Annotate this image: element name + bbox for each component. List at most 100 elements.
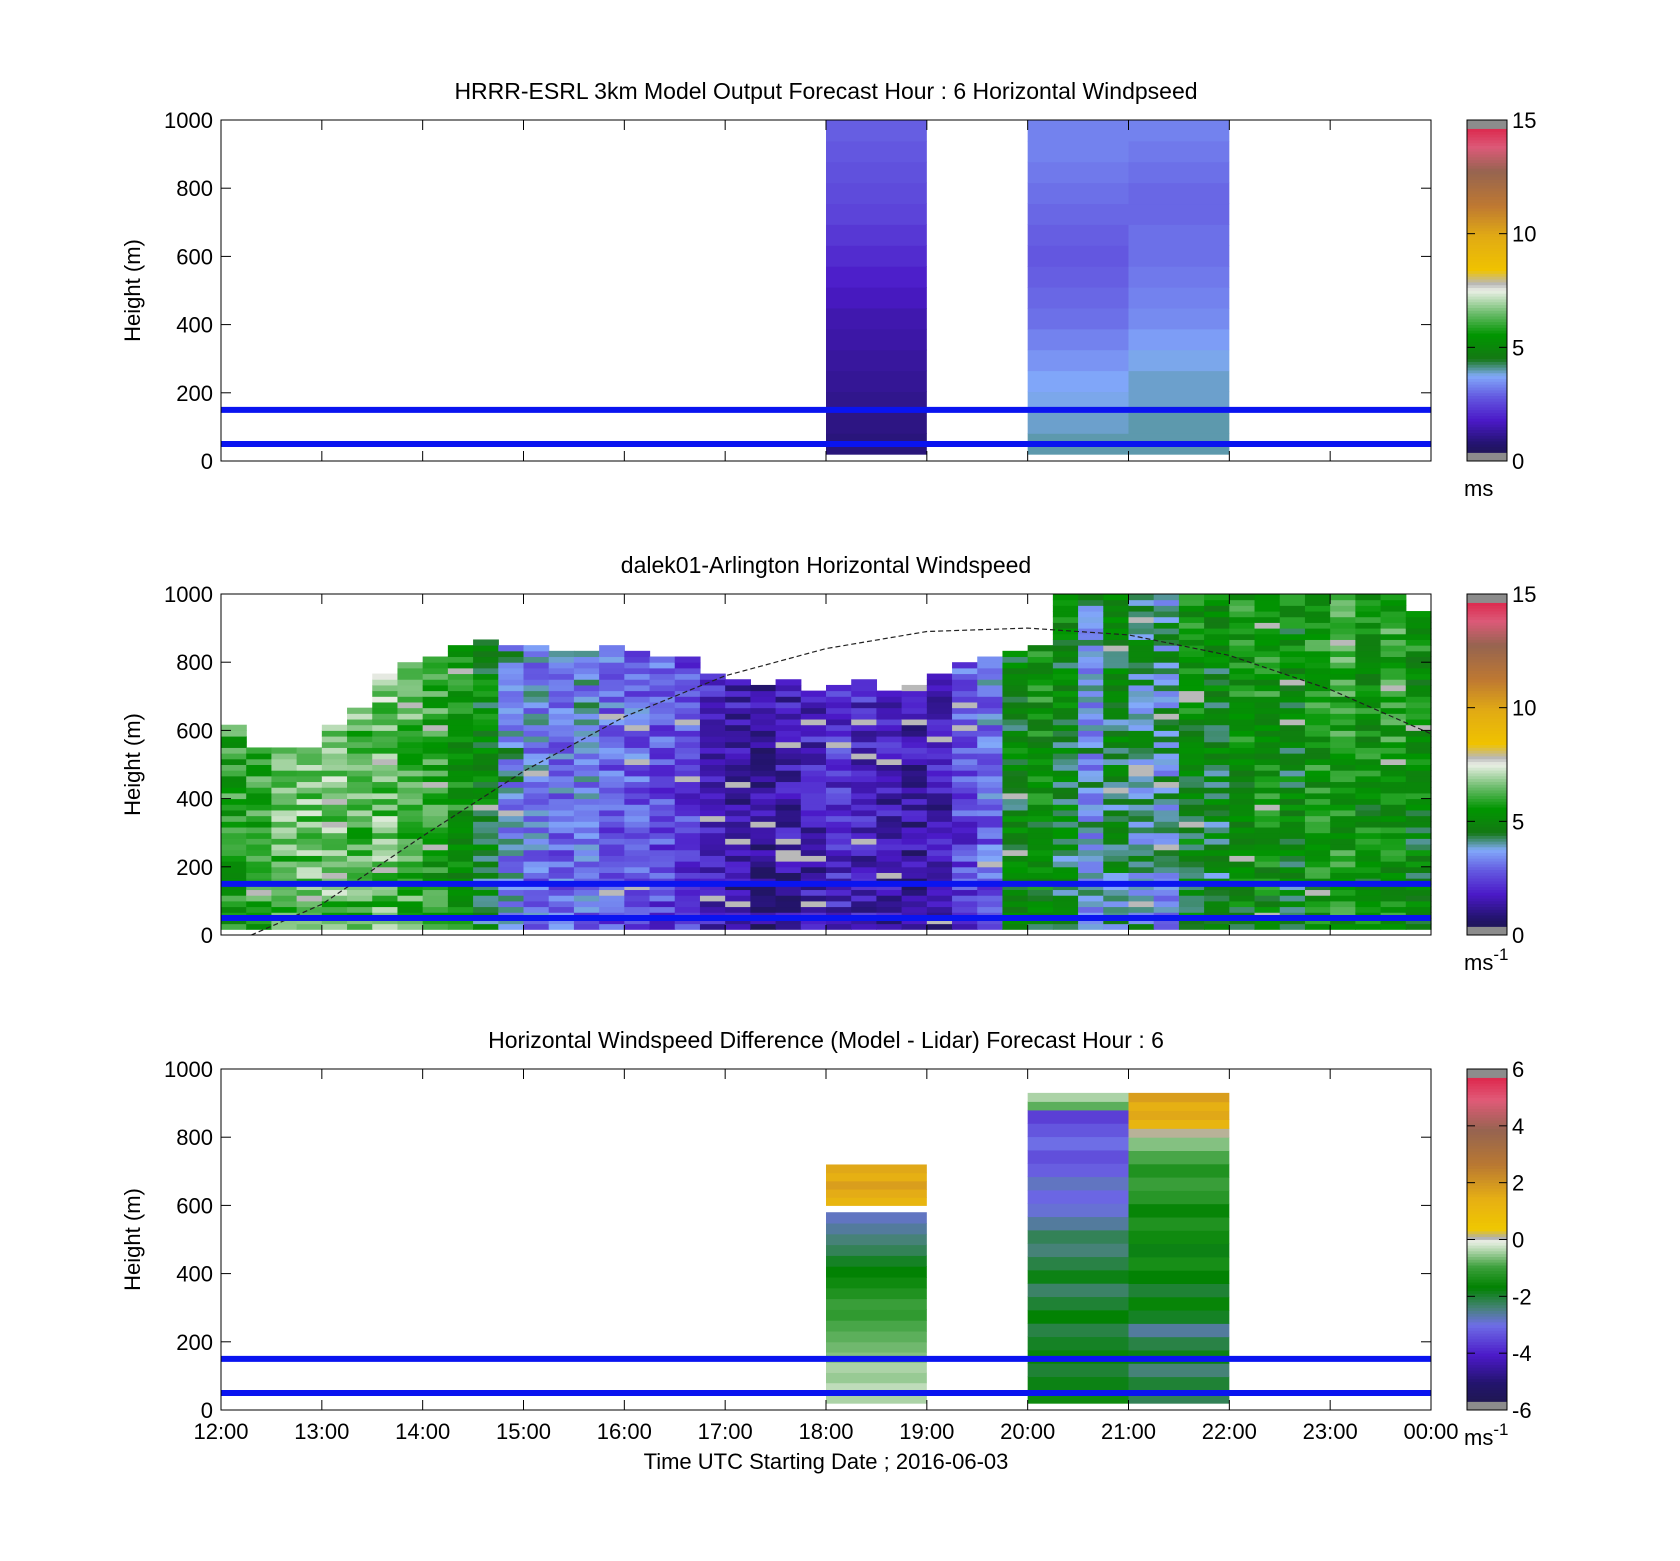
heatmap-cell: [750, 900, 777, 908]
heatmap-cell: [1304, 673, 1331, 680]
heatmap-cell: [1204, 866, 1230, 873]
heatmap-cell: [1204, 753, 1230, 760]
colorbar-swatch: [1467, 364, 1507, 368]
heatmap-cell: [1128, 792, 1155, 800]
heatmap-cell: [498, 690, 525, 697]
heatmap-cell: [1128, 1310, 1230, 1324]
heatmap-cell: [548, 741, 575, 748]
heatmap-cell: [901, 809, 928, 817]
heatmap-cell: [851, 724, 878, 731]
heatmap-cell: [246, 855, 273, 862]
heatmap-cell: [977, 883, 1004, 891]
heatmap-cell: [498, 684, 525, 692]
heatmap-cell: [624, 792, 651, 800]
heatmap-cell: [422, 861, 449, 868]
heatmap-cell: [347, 889, 373, 896]
heatmap-cell: [1128, 736, 1155, 743]
colorbar-swatch: [1467, 1387, 1507, 1391]
heatmap-cell: [1178, 798, 1205, 805]
heatmap-cell: [523, 747, 550, 754]
heatmap-cell: [1380, 872, 1407, 879]
heatmap-cell: [397, 770, 424, 777]
heatmap-cell: [926, 787, 953, 794]
heatmap-cell: [1330, 730, 1356, 737]
colorbar-swatch: [1467, 1228, 1507, 1232]
heatmap-cell: [1128, 815, 1155, 822]
heatmap-cell: [246, 917, 273, 925]
heatmap-cell: [1330, 844, 1356, 851]
heatmap-cell: [624, 895, 651, 902]
heatmap-cell: [624, 883, 651, 891]
heatmap-cell: [775, 736, 802, 743]
heatmap-cell: [498, 855, 525, 862]
colorbar-swatch: [1467, 1304, 1507, 1309]
heatmap-cell: [725, 815, 751, 822]
heatmap-cell: [926, 792, 953, 800]
heatmap-cell: [1052, 628, 1079, 635]
heatmap-cell: [1153, 633, 1180, 640]
colorbar-swatch: [1467, 1202, 1507, 1206]
colorbar-swatch: [1467, 1128, 1507, 1132]
colorbar-swatch: [1467, 446, 1507, 451]
heatmap-cell: [246, 747, 273, 754]
heatmap-cell: [649, 684, 676, 692]
heatmap-cell: [649, 849, 676, 856]
colorbar-tick-label: 5: [1512, 335, 1524, 360]
heatmap-cell: [1330, 707, 1356, 714]
heatmap-cell: [1254, 883, 1281, 891]
heatmap-cell: [523, 832, 550, 839]
heatmap-cell: [1178, 730, 1205, 737]
heatmap-cell: [1405, 855, 1432, 862]
heatmap-cell: [1128, 821, 1155, 828]
heatmap-cell: [1380, 605, 1407, 612]
colorbar-swatch: [1467, 662, 1507, 666]
heatmap-cell: [826, 787, 852, 794]
heatmap-cell: [750, 753, 777, 760]
heatmap-cell: [952, 775, 978, 783]
colorbar-swatch: [1467, 1333, 1507, 1337]
heatmap-cell: [1078, 815, 1104, 822]
heatmap-cell: [296, 764, 323, 771]
heatmap-cell: [649, 656, 676, 663]
heatmap-cell: [750, 844, 777, 851]
heatmap-cell: [826, 861, 852, 868]
heatmap-cell: [246, 906, 273, 913]
colorbar-swatch: [1467, 429, 1507, 433]
heatmap-cell: [1330, 673, 1356, 680]
heatmap-cell: [1229, 645, 1256, 652]
heatmap-cell: [1153, 866, 1180, 873]
heatmap-cell: [1355, 707, 1382, 714]
heatmap-cell: [573, 849, 600, 856]
heatmap-cell: [498, 736, 525, 743]
heatmap-cell: [422, 764, 449, 771]
heatmap-cell: [624, 764, 651, 771]
heatmap-cell: [498, 923, 525, 930]
heatmap-cell: [1380, 616, 1407, 623]
heatmap-cell: [1128, 1283, 1230, 1298]
heatmap-cell: [1128, 758, 1155, 765]
heatmap-cell: [800, 900, 827, 908]
colorbar-swatch: [1467, 137, 1507, 141]
colorbar-tick-label: 10: [1512, 696, 1536, 721]
heatmap-cell: [573, 775, 600, 783]
heatmap-cell: [447, 906, 474, 913]
heatmap-cell: [750, 923, 777, 930]
heatmap-cell: [800, 730, 827, 737]
heatmap-cell: [573, 713, 600, 720]
heatmap-cell: [372, 889, 399, 896]
heatmap-cell: [926, 844, 953, 851]
heatmap-cell: [750, 889, 777, 896]
heatmap-cell: [372, 866, 399, 873]
heatmap-cell: [246, 815, 273, 822]
colorbar-swatch: [1467, 701, 1507, 706]
heatmap-cell: [851, 844, 878, 851]
heatmap-cell: [321, 724, 348, 731]
colorbar-swatch: [1467, 1265, 1507, 1269]
heatmap-cell: [1103, 821, 1130, 828]
heatmap-cell: [1229, 798, 1256, 805]
heatmap-cell: [447, 758, 474, 765]
heatmap-cell: [876, 917, 903, 925]
heatmap-cell: [296, 866, 323, 873]
heatmap-cell: [1229, 900, 1256, 908]
heatmap-cell: [523, 798, 550, 805]
